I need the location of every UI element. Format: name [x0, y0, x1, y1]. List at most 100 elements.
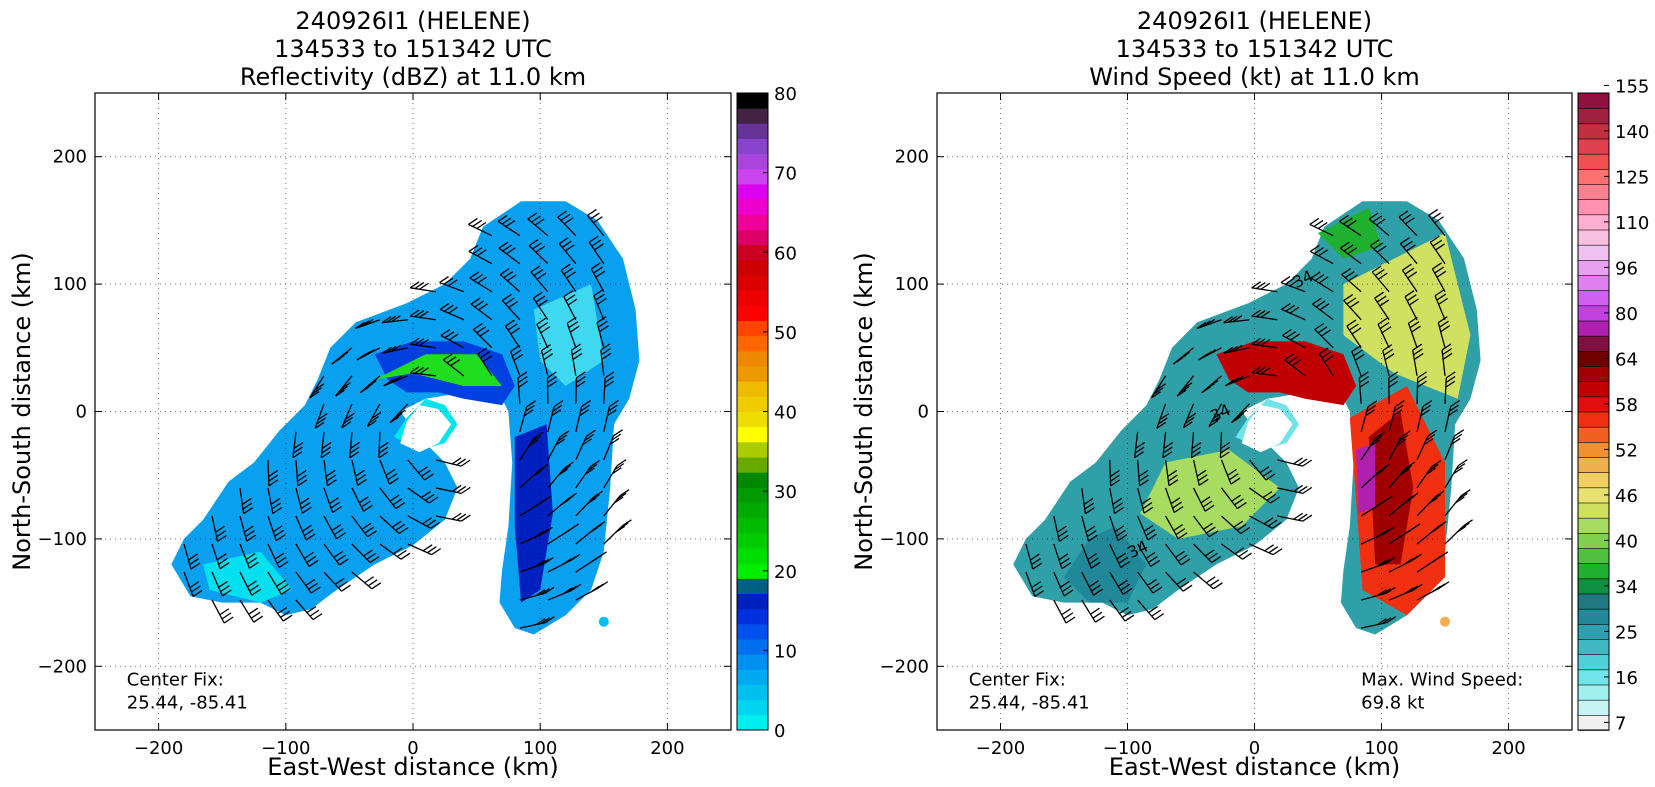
barb-flag	[1445, 371, 1456, 379]
barb-flag	[1385, 586, 1396, 594]
barb-flag	[1061, 608, 1072, 616]
wind-barb	[557, 210, 577, 237]
barb-flag	[597, 297, 607, 305]
data-region	[1318, 207, 1382, 259]
wind-barb	[356, 347, 381, 361]
wind-barb	[211, 515, 227, 542]
barb-flag	[1309, 217, 1320, 225]
barb-flag	[502, 244, 513, 252]
barb-flag	[218, 580, 228, 588]
wind-barb	[382, 344, 409, 354]
x-tick-label: 200	[650, 738, 684, 759]
barb-flag	[595, 293, 606, 301]
barb-flag	[306, 606, 317, 614]
wind-barb	[1162, 431, 1174, 459]
barb-flag	[1313, 219, 1324, 228]
colorbar-swatch	[1577, 244, 1610, 261]
barb-flag	[1208, 380, 1219, 388]
colorbar-swatch	[1577, 138, 1610, 155]
colorbar-swatch	[1577, 365, 1610, 382]
barb-flag	[250, 611, 261, 619]
barb-flag	[586, 429, 596, 437]
barb-flag	[1351, 327, 1362, 335]
barb-flag	[616, 492, 627, 500]
barb-flag	[1233, 520, 1244, 528]
barb-flag	[251, 588, 262, 596]
barb-flag	[587, 208, 597, 216]
x-tick-label: 100	[1364, 738, 1398, 759]
barb-flag	[1289, 279, 1300, 287]
barb-flag	[551, 409, 562, 417]
barb-flag	[535, 560, 545, 568]
barb-flag	[371, 582, 382, 590]
wind-barb	[267, 543, 289, 569]
barb-flag	[590, 262, 601, 270]
barb-flag	[533, 431, 544, 439]
barb-staff	[1225, 375, 1250, 387]
colorbar-swatch	[737, 396, 768, 412]
barb-staff	[1398, 216, 1418, 237]
barb-flag	[1238, 549, 1249, 558]
barb-flag	[584, 433, 594, 442]
wind-barb	[1416, 429, 1438, 461]
colorbar: 0 10 20 30 40 50 60 70 80	[736, 84, 797, 742]
barb-flag	[608, 404, 618, 412]
wind-barb	[1176, 375, 1195, 397]
barb-flag	[523, 409, 534, 417]
barb-flag	[1293, 512, 1304, 520]
barb-flag	[1260, 310, 1271, 318]
barb-staff	[499, 274, 521, 293]
barb-flag	[1344, 271, 1355, 279]
barb-flag	[614, 463, 625, 471]
barb-flag	[507, 323, 518, 331]
wind-barb	[1164, 459, 1179, 487]
barb-flag	[386, 345, 397, 353]
wind-barb	[1165, 543, 1191, 566]
barb-staff	[1339, 247, 1362, 265]
colorbar-tick-label: 34	[1615, 577, 1638, 598]
barb-flag	[472, 219, 483, 228]
barb-staff	[211, 599, 225, 624]
barb-flag	[414, 338, 425, 346]
colorbar-tick-label: 80	[1615, 304, 1638, 325]
wind-barb	[1053, 571, 1074, 597]
barb-staff	[1109, 487, 1116, 514]
barb-flag	[1401, 498, 1412, 506]
annotation: 69.8 kt	[1361, 692, 1424, 713]
barb-staff	[295, 543, 310, 567]
barb-flag	[1380, 558, 1391, 566]
colorbar-tick-label: 10	[774, 641, 797, 662]
barb-flag	[510, 327, 521, 335]
barb-flag	[1429, 526, 1440, 535]
wind-barb	[267, 571, 291, 595]
barb-flag	[1191, 451, 1201, 459]
barb-staff	[528, 245, 549, 265]
wind-barb	[1251, 337, 1278, 349]
barb-staff	[1249, 543, 1274, 556]
barb-flag	[1412, 583, 1423, 591]
barb-flag	[1377, 618, 1387, 626]
barb-flag	[1409, 321, 1420, 329]
barb-flag	[1182, 584, 1193, 592]
barb-flag	[1406, 244, 1416, 252]
barb-flag	[398, 526, 409, 535]
data-region	[1356, 443, 1376, 514]
x-axis-label: East-West distance (km)	[267, 753, 558, 781]
barb-flag	[1374, 269, 1385, 277]
barb-flag	[192, 589, 203, 597]
barb-flag	[1262, 469, 1273, 477]
barb-flag	[1234, 498, 1244, 506]
wind-barb	[1277, 484, 1313, 495]
barb-flag	[359, 496, 369, 504]
barb-flag	[1402, 528, 1413, 536]
barb-flag	[386, 315, 397, 323]
wind-barb	[211, 543, 230, 570]
wind-barb	[295, 515, 316, 541]
colorbar-tick-label: 80	[774, 84, 797, 105]
barb-staff	[267, 487, 274, 514]
barb-flag	[1228, 345, 1238, 353]
wind-barb	[1192, 487, 1215, 512]
colorbar-swatch	[1577, 335, 1610, 352]
barb-flag	[447, 279, 458, 287]
